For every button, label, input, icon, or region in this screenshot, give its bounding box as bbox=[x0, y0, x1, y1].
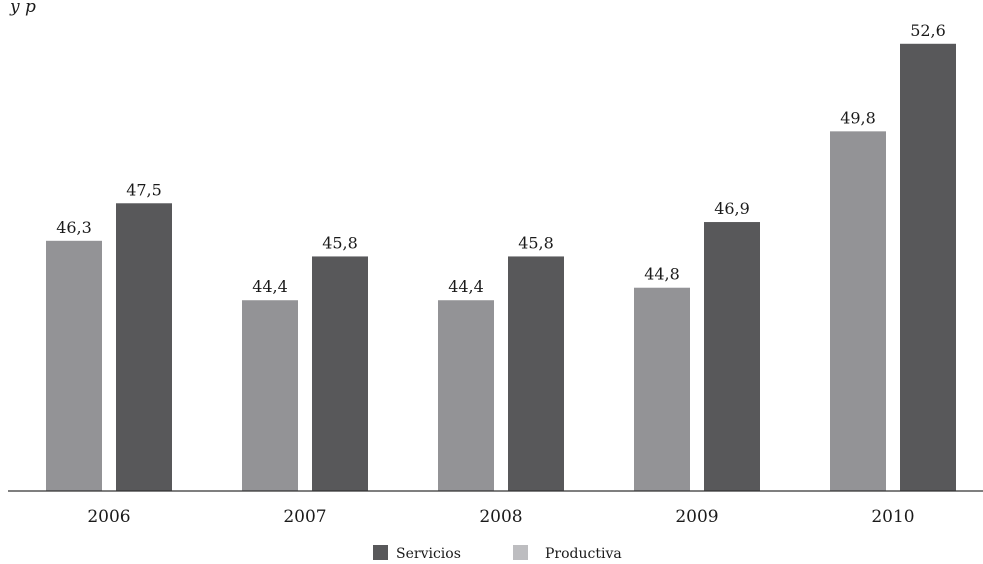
bar-productiva-2010 bbox=[830, 131, 886, 491]
bars-group bbox=[46, 43, 956, 491]
x-tick-labels: 2006 2007 2008 2009 2010 bbox=[87, 507, 914, 527]
legend: Servicios Productiva bbox=[373, 545, 622, 562]
header-fragment: y p bbox=[9, 0, 36, 17]
value-label-productiva-2008: 44,4 bbox=[448, 277, 484, 296]
bar-servicios-2006 bbox=[116, 203, 172, 491]
bar-productiva-2006 bbox=[46, 240, 102, 491]
x-tick-label-2007: 2007 bbox=[283, 507, 326, 527]
value-label-servicios-2010: 52,6 bbox=[910, 21, 946, 40]
bar-productiva-2008 bbox=[438, 300, 494, 491]
legend-swatch-servicios bbox=[373, 545, 388, 560]
legend-label-productiva: Productiva bbox=[545, 546, 622, 562]
value-labels-group: 46,3 47,5 44,4 45,8 44,4 45,8 44,8 46,9 49,8 52,6 bbox=[56, 21, 946, 296]
bar-servicios-2009 bbox=[704, 222, 760, 491]
value-label-servicios-2009: 46,9 bbox=[714, 199, 750, 218]
x-tick-label-2008: 2008 bbox=[479, 507, 522, 527]
value-label-servicios-2006: 47,5 bbox=[126, 180, 162, 199]
x-tick-label-2006: 2006 bbox=[87, 507, 130, 527]
legend-label-servicios: Servicios bbox=[396, 546, 461, 562]
bar-productiva-2007 bbox=[242, 300, 298, 491]
bar-servicios-2010 bbox=[900, 43, 956, 491]
bar-servicios-2007 bbox=[312, 256, 368, 491]
value-label-servicios-2008: 45,8 bbox=[518, 233, 554, 252]
value-label-productiva-2007: 44,4 bbox=[252, 277, 288, 296]
bar-productiva-2009 bbox=[634, 287, 690, 491]
bar-servicios-2008 bbox=[508, 256, 564, 491]
x-tick-label-2009: 2009 bbox=[675, 507, 718, 527]
value-label-productiva-2010: 49,8 bbox=[840, 108, 876, 127]
value-label-servicios-2007: 45,8 bbox=[322, 233, 358, 252]
x-tick-label-2010: 2010 bbox=[871, 507, 914, 527]
legend-swatch-productiva bbox=[513, 545, 528, 560]
value-label-productiva-2006: 46,3 bbox=[56, 218, 92, 237]
value-label-productiva-2009: 44,8 bbox=[644, 265, 680, 284]
